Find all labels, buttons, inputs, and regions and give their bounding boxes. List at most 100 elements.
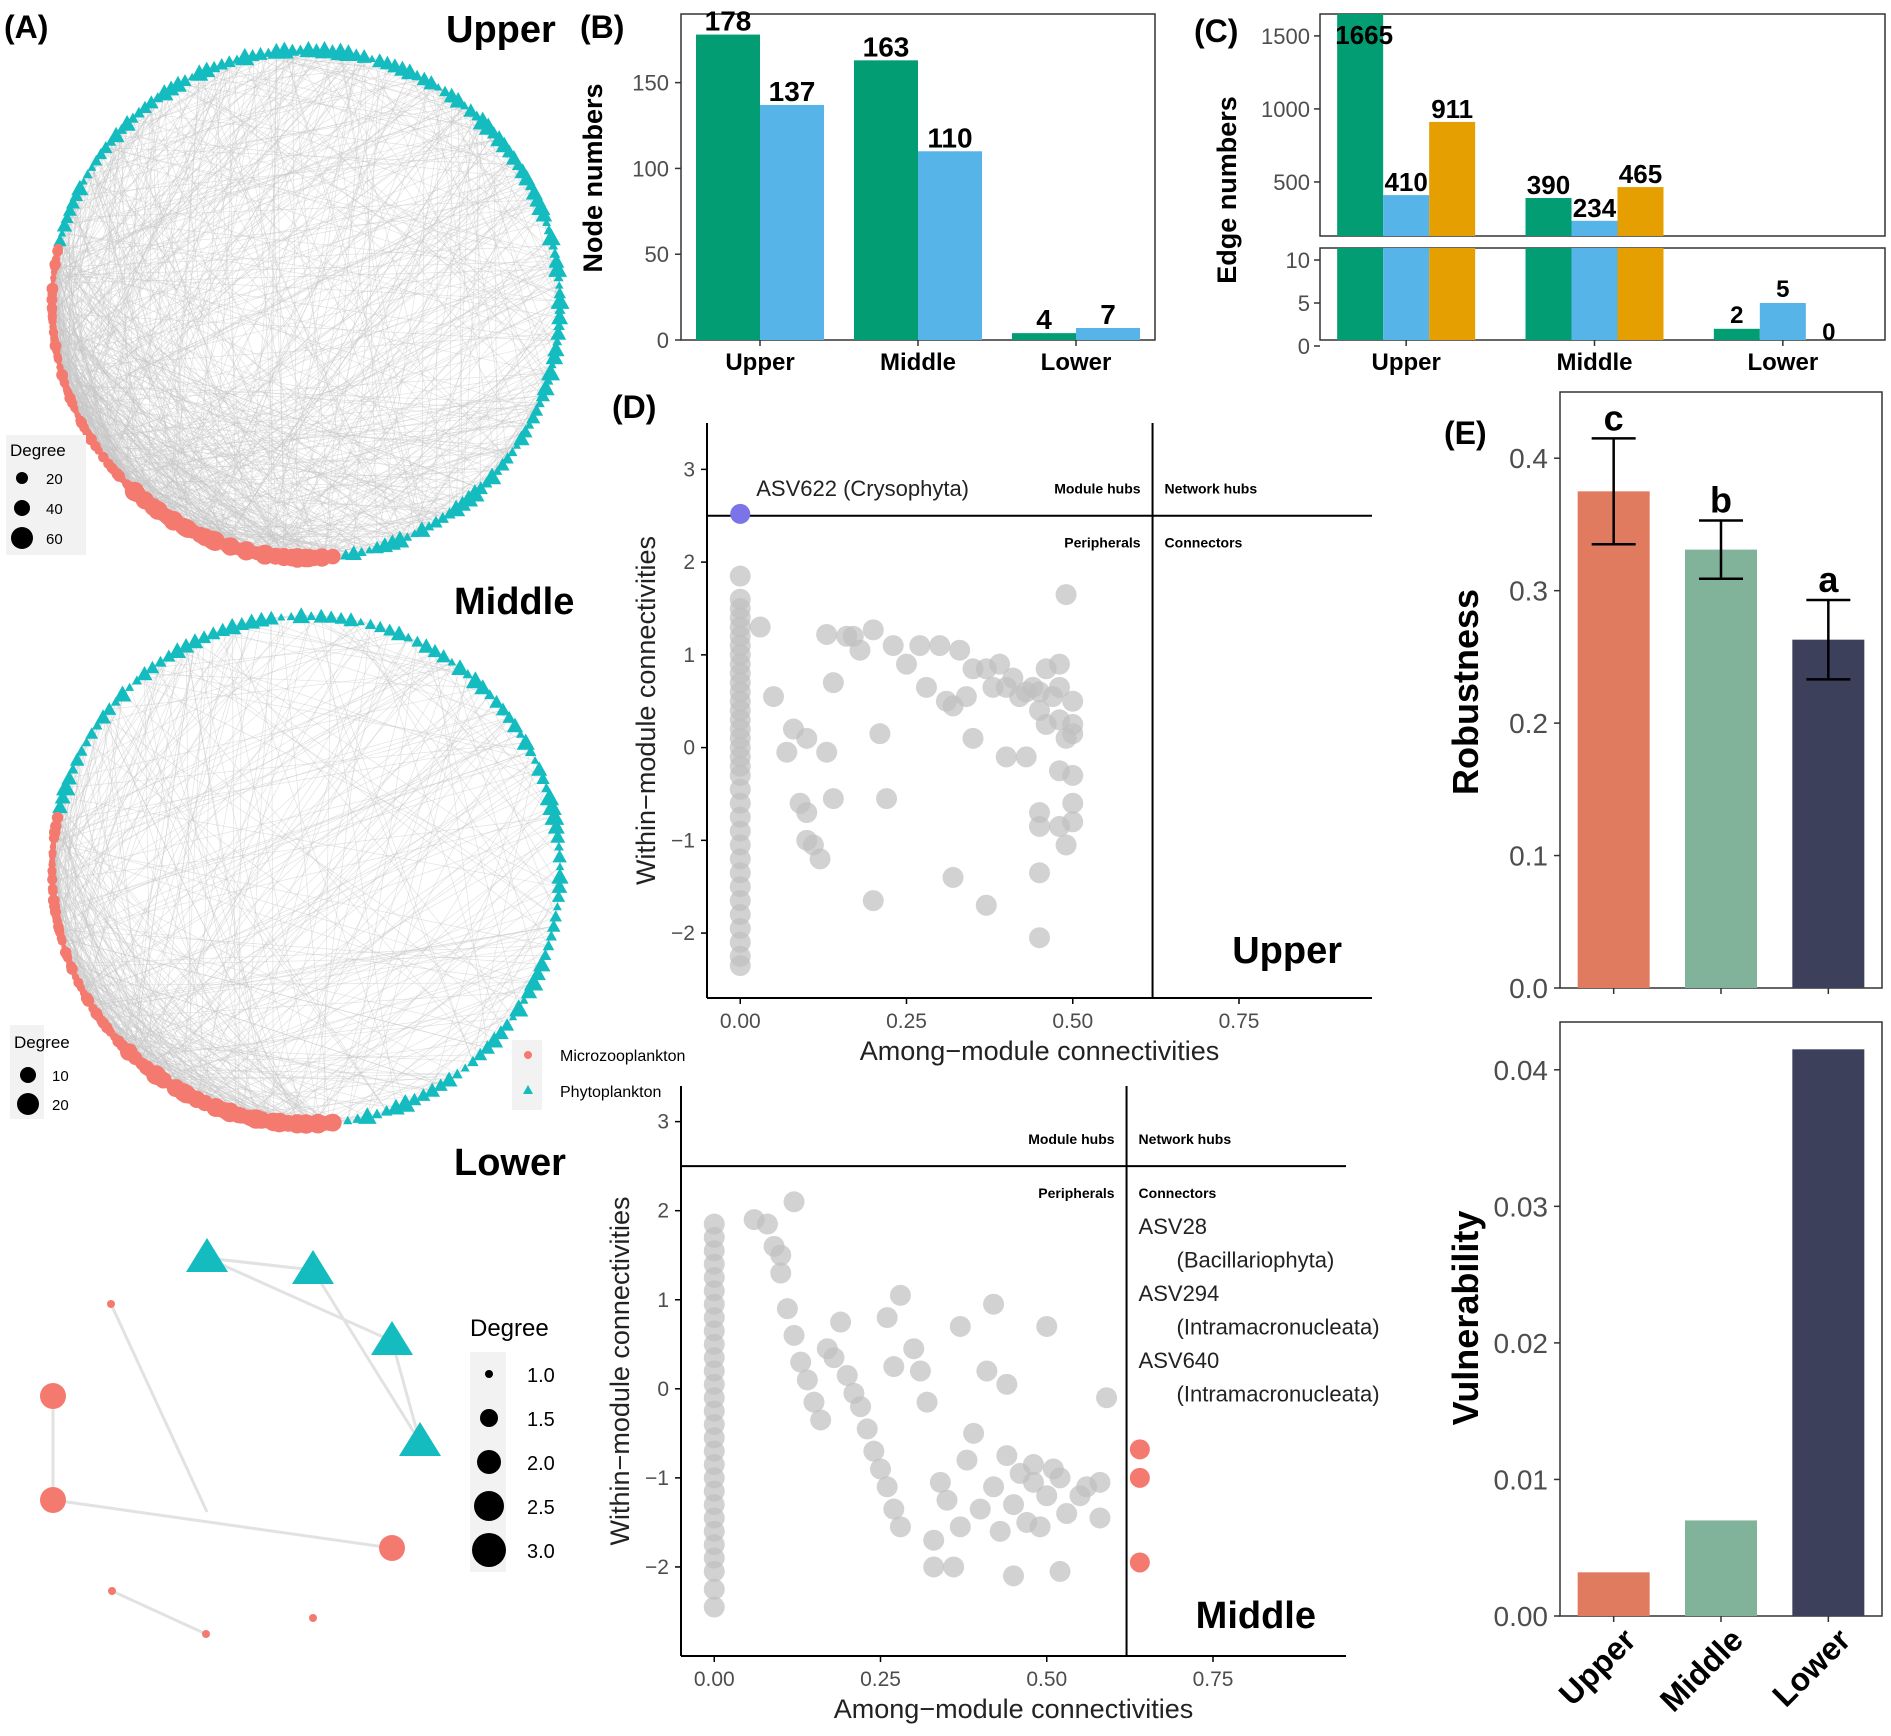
phytoplankton-node	[536, 379, 555, 396]
phytoplankton-node	[285, 43, 300, 56]
network-edge	[113, 61, 230, 470]
network-edge	[219, 58, 373, 544]
network-edge	[51, 84, 179, 309]
legend-label: 10	[52, 1068, 69, 1085]
phytoplankton-node	[71, 179, 89, 196]
data-point	[1029, 862, 1050, 884]
network-edge	[52, 615, 302, 857]
network-edge	[53, 843, 549, 946]
data-label: 911	[1431, 94, 1473, 124]
phytoplankton-node	[79, 177, 88, 185]
network-edge	[92, 945, 549, 1009]
data-point	[909, 635, 931, 657]
network-edge	[311, 1269, 422, 1443]
phytoplankton-node	[539, 788, 560, 806]
network-edge	[146, 199, 538, 503]
network-edge	[59, 806, 78, 980]
network-edge	[57, 358, 475, 495]
phytoplankton-node	[555, 281, 564, 289]
y-tick-label: 2	[683, 551, 695, 574]
legend-dot	[485, 1370, 493, 1378]
network-edge	[53, 277, 279, 557]
network-edge	[57, 814, 192, 1097]
network-edge	[292, 50, 298, 558]
network-edge	[155, 65, 396, 509]
y-tick-label: 0.03	[1494, 1191, 1549, 1222]
phytoplankton-node	[524, 420, 535, 429]
network-lower-edges	[51, 1256, 422, 1636]
bar	[1759, 303, 1806, 340]
network-edge	[61, 54, 357, 373]
network-edge	[91, 935, 552, 1007]
phytoplankton-node	[546, 919, 561, 932]
y-tick-label: 0	[1298, 334, 1310, 359]
network-edge	[347, 1032, 502, 1121]
network-edge	[76, 195, 430, 527]
data-point	[929, 635, 951, 657]
data-point	[883, 1356, 905, 1378]
network-edge	[51, 66, 215, 298]
bar	[1429, 248, 1476, 340]
network-edge	[451, 662, 539, 974]
network-edge	[160, 615, 312, 1079]
network-edge	[120, 925, 554, 1044]
network-edge	[52, 71, 410, 282]
data-point	[1029, 927, 1050, 949]
bar	[1525, 248, 1572, 340]
phytoplankton-node	[365, 545, 374, 554]
network-edge	[187, 521, 436, 530]
network-edge	[231, 626, 237, 1115]
network-edge	[209, 145, 505, 540]
network-edge	[187, 431, 526, 530]
network-edge	[136, 680, 531, 752]
phytoplankton-node	[356, 546, 367, 556]
network-edge	[144, 836, 558, 1067]
data-point	[876, 1476, 898, 1498]
phytoplankton-node	[61, 770, 77, 785]
network-edge	[152, 641, 418, 669]
phytoplankton-node	[535, 206, 553, 222]
network-edge	[72, 82, 432, 406]
phytoplankton-node	[542, 939, 555, 951]
data-point	[703, 1578, 725, 1600]
network-edge	[202, 982, 534, 1103]
network-edge	[53, 112, 140, 336]
y-axis-title: Within−module connectivities	[631, 536, 661, 885]
phytoplankton-node	[552, 849, 567, 863]
network-edge	[329, 667, 461, 1123]
x-tick-label: 0.00	[694, 1668, 735, 1691]
network-edge	[371, 58, 526, 432]
x-tick-label: Lower	[1765, 1621, 1857, 1713]
network-edge	[62, 796, 560, 888]
y-axis-title: Within−module connectivities	[605, 1197, 635, 1546]
network-edge	[264, 253, 556, 555]
data-point	[729, 955, 751, 977]
phytoplankton-node	[107, 126, 125, 143]
network-edge	[83, 58, 373, 182]
phytoplankton-node	[554, 303, 566, 314]
network-edge	[52, 650, 436, 886]
network-edge	[114, 1036, 450, 1081]
network-edge	[193, 637, 409, 1099]
network-edge	[261, 619, 490, 695]
y-tick-label: 100	[632, 156, 669, 181]
data-point	[1003, 1494, 1024, 1516]
connector-label: (Intramacronucleata)	[1177, 1315, 1380, 1340]
network-edge	[102, 717, 150, 1070]
network-edge	[238, 431, 526, 550]
network-edge	[206, 1256, 393, 1343]
network-edge	[85, 995, 415, 1101]
phytoplankton-node	[371, 1108, 383, 1119]
network-edge	[56, 616, 292, 922]
network-edge	[54, 340, 443, 519]
y-tick-label: 0.00	[1494, 1601, 1549, 1632]
network-edge	[177, 650, 552, 937]
network-edge	[130, 701, 497, 1055]
network-edge	[332, 349, 557, 557]
phytoplankton-node	[371, 1321, 413, 1355]
phytoplankton-node	[429, 515, 443, 528]
data-point	[776, 1298, 798, 1320]
data-point	[943, 1556, 965, 1578]
bar	[854, 60, 918, 340]
network-edge	[122, 1045, 473, 1062]
